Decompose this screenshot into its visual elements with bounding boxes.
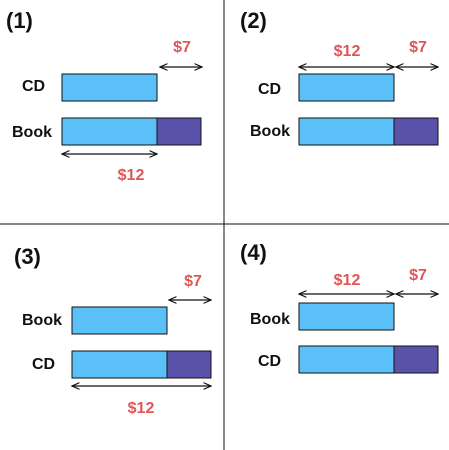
top-item-bar bbox=[71, 306, 168, 335]
panel-number: (3) bbox=[14, 244, 41, 269]
top-item-bar bbox=[61, 73, 158, 102]
bottom-item-base-bar bbox=[71, 350, 168, 379]
bottom-item-extra-bar bbox=[393, 345, 439, 374]
panel-number: (1) bbox=[6, 8, 33, 33]
bottom-item-label: CD bbox=[32, 356, 55, 373]
top-item-bar bbox=[298, 73, 395, 102]
top-item-label: Book bbox=[22, 312, 62, 329]
base-price-label: $12 bbox=[118, 167, 145, 184]
top-item-label: Book bbox=[250, 311, 290, 328]
difference-label: $7 bbox=[409, 39, 427, 56]
top-item-label: CD bbox=[22, 78, 45, 95]
panel-number: (2) bbox=[240, 8, 267, 33]
bottom-item-base-bar bbox=[298, 345, 395, 374]
bottom-item-extra-bar bbox=[393, 117, 439, 146]
panel-1: (1) CD $7 Book $12 bbox=[6, 8, 202, 184]
bottom-item-label: Book bbox=[12, 124, 52, 141]
panel-3: (3) $7 Book CD $12 bbox=[14, 244, 211, 417]
base-price-label: $12 bbox=[334, 272, 361, 289]
panel-number: (4) bbox=[240, 240, 267, 265]
base-price-label: $12 bbox=[334, 43, 361, 60]
bottom-item-base-bar bbox=[298, 117, 395, 146]
top-item-bar bbox=[298, 302, 395, 331]
bottom-item-label: CD bbox=[258, 353, 281, 370]
difference-label: $7 bbox=[409, 267, 427, 284]
bottom-item-extra-bar bbox=[156, 117, 202, 146]
bottom-item-base-bar bbox=[61, 117, 158, 146]
base-price-label: $12 bbox=[128, 400, 155, 417]
bottom-item-extra-bar bbox=[166, 350, 212, 379]
difference-label: $7 bbox=[184, 273, 202, 290]
bottom-item-label: Book bbox=[250, 123, 290, 140]
difference-label: $7 bbox=[173, 39, 191, 56]
panel-2: (2) $12 $7 CD Book bbox=[240, 8, 439, 146]
top-item-label: CD bbox=[258, 81, 281, 98]
panel-4: (4) $12 $7 Book CD bbox=[240, 240, 439, 374]
